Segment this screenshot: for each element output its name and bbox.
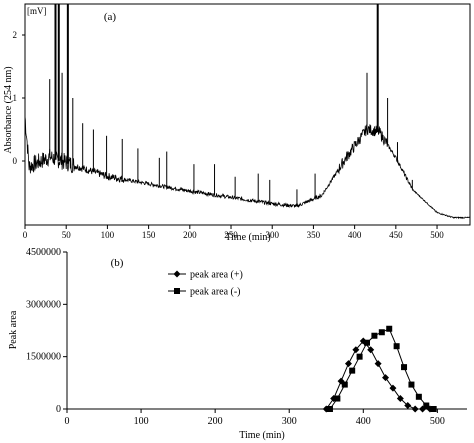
data-point-minus	[334, 395, 341, 402]
panel-b-y-axis-label: Peak area	[8, 310, 19, 349]
data-point-plus	[352, 346, 360, 354]
data-point-minus	[341, 381, 348, 388]
data-point-minus	[393, 343, 400, 350]
legend-label: peak area (-)	[190, 287, 241, 298]
chromatogram-trace	[25, 116, 470, 220]
panel-b-x-tick-label: 100	[134, 416, 149, 427]
data-point-minus	[430, 406, 437, 412]
panel-a-label: (a)	[104, 11, 117, 23]
data-point-minus	[326, 406, 333, 412]
panel-b-y-tick-label: 1500000	[26, 352, 61, 363]
panel-a-x-axis-label: Time (min)	[225, 232, 270, 243]
data-point-minus	[371, 332, 378, 339]
panel-b-x-axis-label: Time (min)	[239, 430, 284, 441]
legend-marker	[174, 288, 180, 294]
data-point-plus	[389, 384, 397, 392]
panel-b-x-tick-label: 500	[430, 416, 445, 427]
panel-a-x-tick-label: 500	[430, 230, 444, 240]
panel-a-x-tick-label: 150	[142, 230, 156, 240]
panel-a-y-tick-label: 1	[13, 93, 18, 103]
data-point-minus	[415, 393, 422, 400]
panel-b-y-tick-label: 3000000	[26, 299, 61, 310]
legend-marker	[173, 270, 181, 278]
panel-a-x-tick-label: 0	[23, 230, 28, 240]
panel-b-y-tick-label: 4500000	[26, 247, 61, 258]
panel-a-unit-label: [mV]	[27, 6, 47, 16]
panel-a-x-tick-label: 450	[389, 230, 403, 240]
panel-b-x-tick-label: 300	[282, 416, 297, 427]
data-point-minus	[423, 402, 430, 409]
data-point-plus	[396, 395, 404, 403]
panel-a-y-axis-label: Absorbance (254 nm)	[3, 66, 14, 153]
series-line-plus	[325, 340, 430, 410]
data-point-plus	[404, 402, 412, 410]
panel-b-x-tick-label: 200	[208, 416, 223, 427]
data-point-plus	[411, 405, 419, 413]
panel-a-x-tick-label: 50	[62, 230, 72, 240]
panel-b-x-tick-label: 400	[356, 416, 371, 427]
data-point-minus	[408, 381, 415, 388]
data-point-plus	[344, 360, 352, 368]
data-point-minus	[386, 325, 393, 332]
data-point-minus	[356, 353, 363, 360]
panel-a-x-tick-label: 250	[224, 230, 238, 240]
panel-a-y-tick-label: 0	[13, 156, 18, 166]
panel-a-x-tick-label: 400	[348, 230, 362, 240]
data-point-minus	[364, 339, 370, 346]
panel-b-x-tick-label: 0	[65, 416, 70, 427]
panel-a-y-tick-label: 2	[13, 30, 18, 40]
panel-a-x-tick-label: 200	[183, 230, 197, 240]
legend-label: peak area (+)	[190, 270, 243, 281]
panel-a-x-tick-label: 350	[307, 230, 321, 240]
panel-a-frame	[24, 3, 471, 226]
panel-a-x-tick-label: 300	[265, 230, 279, 240]
data-point-minus	[349, 367, 356, 374]
data-point-plus	[382, 374, 390, 382]
panel-b-y-tick-label: 0	[56, 404, 61, 415]
data-point-plus	[367, 346, 375, 354]
panel-a-x-tick-label: 100	[101, 230, 115, 240]
data-point-plus	[374, 360, 382, 368]
panel-b-label: (b)	[111, 257, 124, 269]
data-point-minus	[401, 364, 408, 371]
data-point-minus	[378, 329, 385, 336]
